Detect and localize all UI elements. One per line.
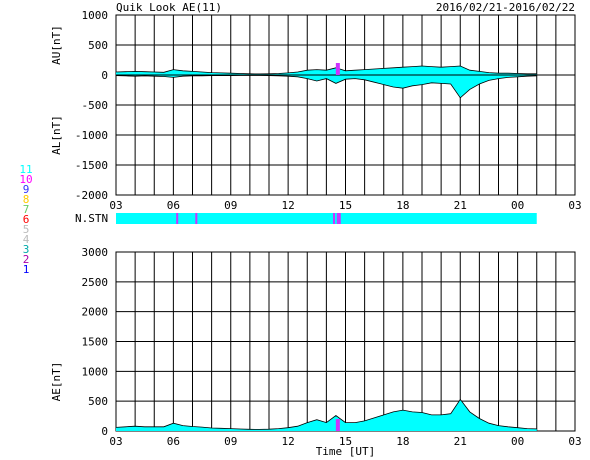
x-tick-label: 21 <box>454 199 467 212</box>
x-tick-label: 03 <box>109 435 122 448</box>
station-count-bar: N.STN <box>75 212 537 225</box>
x-axis-label: Time [UT] <box>316 445 376 458</box>
y-tick-label: 1000 <box>82 365 109 378</box>
station-bar-fill <box>116 213 537 224</box>
legend-entry: 6 <box>23 213 30 226</box>
y-axis-label: AE[nT] <box>50 362 63 402</box>
legend-entry: 7 <box>23 203 30 216</box>
y-tick-label: 3000 <box>82 246 109 259</box>
x-tick-label: 03 <box>568 199 581 212</box>
x-tick-label: 09 <box>224 435 237 448</box>
chart-title: Quik Look AE(11) <box>116 1 222 14</box>
y-tick-label: 2000 <box>82 306 109 319</box>
x-tick-label: 06 <box>167 435 180 448</box>
legend-entry: 2 <box>23 253 30 266</box>
station-drop-marker <box>333 213 336 224</box>
y-tick-label: 0 <box>101 69 108 82</box>
x-tick-label: 12 <box>282 199 295 212</box>
y-tick-label: 0 <box>101 425 108 438</box>
station-drop-marker <box>338 213 341 224</box>
y-tick-label: 2500 <box>82 276 109 289</box>
x-tick-label: 18 <box>396 435 409 448</box>
y-tick-label: 500 <box>88 39 108 52</box>
legend-entry: 4 <box>23 233 30 246</box>
y-tick-label: 1500 <box>82 336 109 349</box>
station-drop-indicator <box>335 419 340 431</box>
station-drop-marker <box>176 213 179 224</box>
y-tick-label: 500 <box>88 395 108 408</box>
station-drop-indicator <box>335 63 340 75</box>
x-tick-label: 03 <box>568 435 581 448</box>
series-line-0 <box>115 398 537 430</box>
x-tick-label: 00 <box>511 199 524 212</box>
series-area-0 <box>116 399 537 431</box>
x-tick-label: 15 <box>339 435 352 448</box>
y-tick-label: -1500 <box>75 159 108 172</box>
station-drop-marker <box>195 213 198 224</box>
date-range: 2016/02/21-2016/02/22 <box>436 1 575 14</box>
legend-entry: 5 <box>23 223 30 236</box>
y-tick-label: 1000 <box>82 9 109 22</box>
station-drop-marker <box>336 213 339 224</box>
x-tick-label: 12 <box>282 435 295 448</box>
legend-entry: 11 <box>19 163 32 176</box>
x-tick-label: 03 <box>109 199 122 212</box>
series-line-0 <box>115 65 537 75</box>
panel-frame <box>115 14 576 196</box>
series-area-1 <box>116 75 537 98</box>
x-tick-label: 18 <box>396 199 409 212</box>
x-tick-label: 09 <box>224 199 237 212</box>
series-line-1 <box>115 75 537 99</box>
legend-entry: 3 <box>23 243 30 256</box>
legend-entry: 10 <box>19 173 32 186</box>
y-tick-label: -2000 <box>75 189 108 202</box>
x-tick-label: 00 <box>511 435 524 448</box>
legend-entry: 9 <box>23 183 30 196</box>
legend-entry: 8 <box>23 193 30 206</box>
y-axis-label-upper: AU[nT] <box>50 25 63 65</box>
y-tick-label: -1000 <box>75 129 108 142</box>
nstn-label: N.STN <box>75 212 108 225</box>
y-tick-label: -500 <box>82 99 109 112</box>
y-axis-label-lower: AL[nT] <box>50 115 63 155</box>
x-tick-label: 06 <box>167 199 180 212</box>
legend-entry: 1 <box>23 263 30 276</box>
x-tick-label: 21 <box>454 435 467 448</box>
x-tick-label: 15 <box>339 199 352 212</box>
